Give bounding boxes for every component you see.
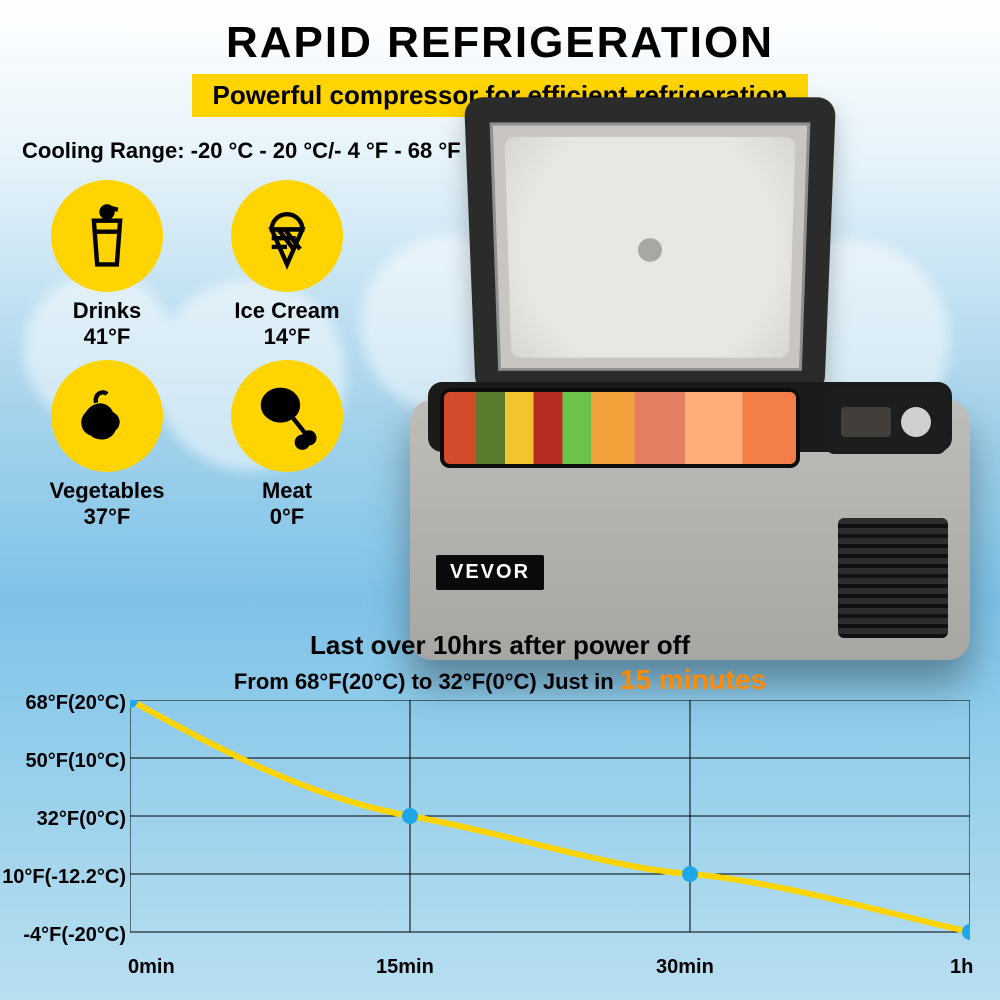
fridge-display: [841, 407, 891, 437]
icon-temp: 14°F: [202, 324, 372, 350]
y-label-1: 50°F(10°C): [2, 750, 126, 773]
icon-cell-drinks: Drinks 41°F: [22, 180, 192, 350]
icon-cell-icecream: Ice Cream 14°F: [202, 180, 372, 350]
chart-grid: [130, 700, 970, 932]
data-point-1: [402, 808, 418, 824]
fridge-lid: [464, 97, 836, 393]
chart-subtitle: From 68°F(20°C) to 32°F(0°C) Just in 15 …: [0, 664, 1000, 696]
drink-icon: [51, 180, 163, 292]
fridge-panel: [826, 390, 946, 454]
icons-grid: Drinks 41°F Ice Cream 14°F Vegetables 37: [22, 180, 372, 530]
icon-label: Ice Cream: [202, 298, 372, 324]
main-title: RAPID REFRIGERATION: [0, 0, 1000, 68]
x-label-0: 0min: [128, 956, 175, 979]
fridge-vent: [838, 518, 948, 638]
icecream-icon: [231, 180, 343, 292]
chart-subtitle-highlight: 15 minutes: [620, 664, 766, 695]
x-label-3: 1h: [950, 956, 973, 979]
fridge-food: [440, 388, 800, 468]
x-label-2: 30min: [656, 956, 714, 979]
fridge-lid-inner: [504, 137, 795, 358]
meat-icon: [231, 360, 343, 472]
icon-cell-vegetables: Vegetables 37°F: [22, 360, 192, 530]
icon-temp: 41°F: [22, 324, 192, 350]
y-label-2: 32°F(0°C): [2, 808, 126, 831]
infographic: RAPID REFRIGERATION Powerful compressor …: [0, 0, 1000, 1000]
cooling-range-text: Cooling Range: -20 °C - 20 °C/- 4 °F - 6…: [22, 138, 461, 164]
brand-badge: VEVOR: [436, 555, 544, 590]
icon-label: Meat: [202, 478, 372, 504]
icon-label: Drinks: [22, 298, 192, 324]
chart-title: Last over 10hrs after power off: [0, 630, 1000, 661]
icon-cell-meat: Meat 0°F: [202, 360, 372, 530]
vegetables-icon: [51, 360, 163, 472]
y-label-0: 68°F(20°C): [2, 692, 126, 715]
cooling-chart: [130, 700, 970, 948]
data-point-2: [682, 866, 698, 882]
icon-temp: 37°F: [22, 504, 192, 530]
fridge-base: VEVOR: [410, 400, 970, 660]
y-label-3: 10°F(-12.2°C): [2, 866, 126, 889]
x-label-1: 15min: [376, 956, 434, 979]
icon-temp: 0°F: [202, 504, 372, 530]
y-label-4: -4°F(-20°C): [2, 924, 126, 947]
data-point-3: [962, 924, 970, 940]
chart-subtitle-text: From 68°F(20°C) to 32°F(0°C) Just in: [234, 669, 614, 694]
icon-label: Vegetables: [22, 478, 192, 504]
fridge-knob: [901, 407, 931, 437]
product-fridge: VEVOR: [410, 100, 990, 620]
